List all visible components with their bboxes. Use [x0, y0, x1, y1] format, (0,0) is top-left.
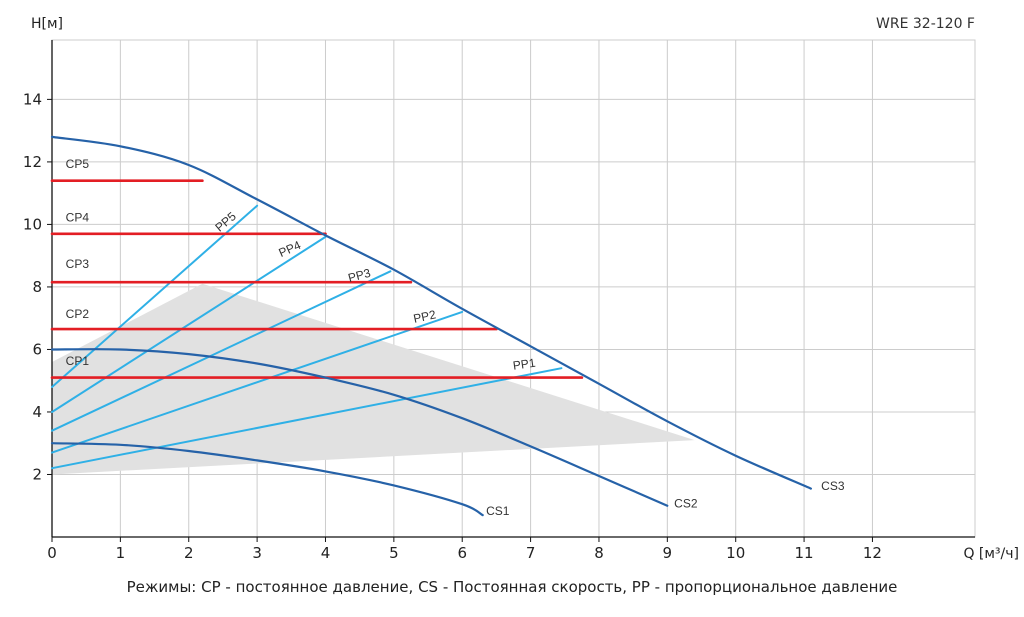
label-cp5: CP5 — [66, 157, 90, 171]
curve-cs3 — [50, 135, 812, 490]
x-tick-label: 0 — [47, 544, 57, 562]
curve-cs2 — [50, 348, 669, 507]
label-cs1: CS1 — [486, 504, 510, 518]
x-tick-label: 7 — [526, 544, 536, 562]
x-tick-label: 6 — [457, 544, 467, 562]
chart-title: WRE 32-120 F — [876, 16, 975, 32]
label-pp3: PP3 — [347, 266, 373, 285]
x-tick-label: 5 — [389, 544, 399, 562]
x-tick-label: 12 — [863, 544, 882, 562]
y-tick-label: 2 — [32, 465, 42, 483]
curve-cs1 — [50, 442, 484, 517]
x-tick-label: 11 — [795, 544, 814, 562]
curve-pp2 — [51, 310, 464, 454]
x-tick-label: 1 — [116, 544, 126, 562]
y-tick-label: 12 — [23, 153, 42, 171]
label-cs3: CS3 — [821, 479, 845, 493]
y-tick-label: 10 — [23, 215, 42, 233]
x-tick-label: 4 — [321, 544, 331, 562]
x-tick-label: 8 — [594, 544, 604, 562]
label-cp4: CP4 — [66, 210, 90, 224]
y-tick-label: 4 — [32, 403, 42, 421]
label-pp4: PP4 — [277, 238, 304, 260]
x-tick-label: 9 — [663, 544, 673, 562]
curve-pp3 — [51, 270, 392, 432]
curve-pp5 — [51, 204, 259, 388]
y-tick-label: 8 — [32, 278, 42, 296]
x-axis-title: Q [м³/ч] — [963, 546, 1019, 562]
label-pp1: PP1 — [512, 356, 537, 373]
chart-caption: Режимы: CP - постоянное давление, CS - П… — [126, 578, 898, 596]
curve-pp1 — [51, 367, 563, 470]
label-pp2: PP2 — [412, 307, 437, 325]
y-axis-title: H[м] — [31, 16, 63, 32]
operating-area — [52, 283, 695, 475]
curve-pp4 — [51, 235, 327, 413]
label-cp3: CP3 — [66, 257, 90, 271]
x-tick-label: 2 — [184, 544, 194, 562]
x-tick-label: 10 — [726, 544, 745, 562]
label-pp5: PP5 — [212, 209, 239, 235]
y-tick-label: 6 — [32, 340, 42, 358]
label-cp1: CP1 — [66, 354, 90, 368]
label-cp2: CP2 — [66, 307, 90, 321]
x-tick-label: 3 — [252, 544, 262, 562]
y-tick-label: 14 — [23, 90, 42, 108]
label-cs2: CS2 — [674, 496, 698, 510]
